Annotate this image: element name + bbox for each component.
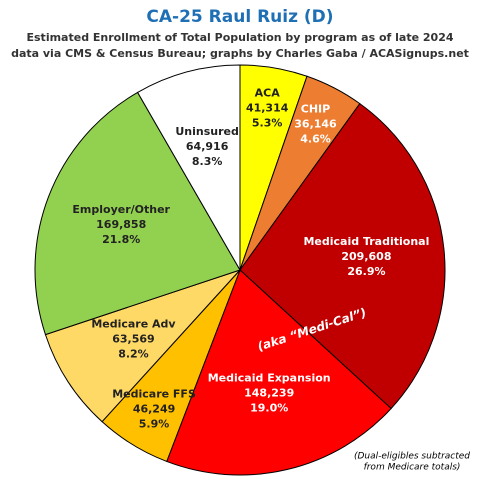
slice-label: 64,916 [186,140,229,153]
slice-label: Medicaid Traditional [303,235,429,248]
slice-label: 8.2% [118,347,149,360]
slice-label: Medicare Adv [91,317,176,330]
pie-slice [44,268,242,423]
pie-slice [34,91,241,336]
slice-label: Uninsured [175,125,239,138]
pie-slice [166,269,392,476]
slice-label: 19.0% [250,402,288,415]
slice-label: 63,569 [112,332,154,345]
slice-label: 5.3% [252,116,283,129]
slice-label: 169,858 [96,218,146,231]
footnote: (Dual-eligibles subtracted [354,452,470,462]
slice-label: ACA [255,86,281,99]
slice-label: 46,249 [133,403,175,416]
slice-label: 36,146 [294,117,337,130]
pie-slice [136,64,241,272]
slice-label: 209,608 [341,250,391,263]
slice-label: Medicaid Expansion [208,372,331,385]
slice-label: Employer/Other [72,203,170,216]
slice-label: CHIP [301,102,330,115]
slice-label: 41,314 [246,101,289,114]
chart-subtitle: Estimated Enrollment of Total Population… [27,31,454,44]
footnote: from Medicare totals) [364,463,461,473]
slice-label: 148,239 [244,387,294,400]
pie: ACA 41,314 5.3% CHIP 36,146 4.6% Medicaid Trad… [34,64,446,476]
slice-label: 21.8% [102,233,140,246]
slice-label: Medicare FFS [112,388,196,401]
pie-slice [239,102,446,410]
slice-label: 26.9% [347,265,385,278]
chart-subtitle: data via CMS & Census Bureau; graphs by … [11,47,469,60]
slice-label: 8.3% [192,155,223,168]
slice-label: 5.9% [139,418,170,431]
slice-label: 4.6% [300,132,331,145]
chart-title: CA-25 Raul Ruiz (D) [146,7,333,27]
